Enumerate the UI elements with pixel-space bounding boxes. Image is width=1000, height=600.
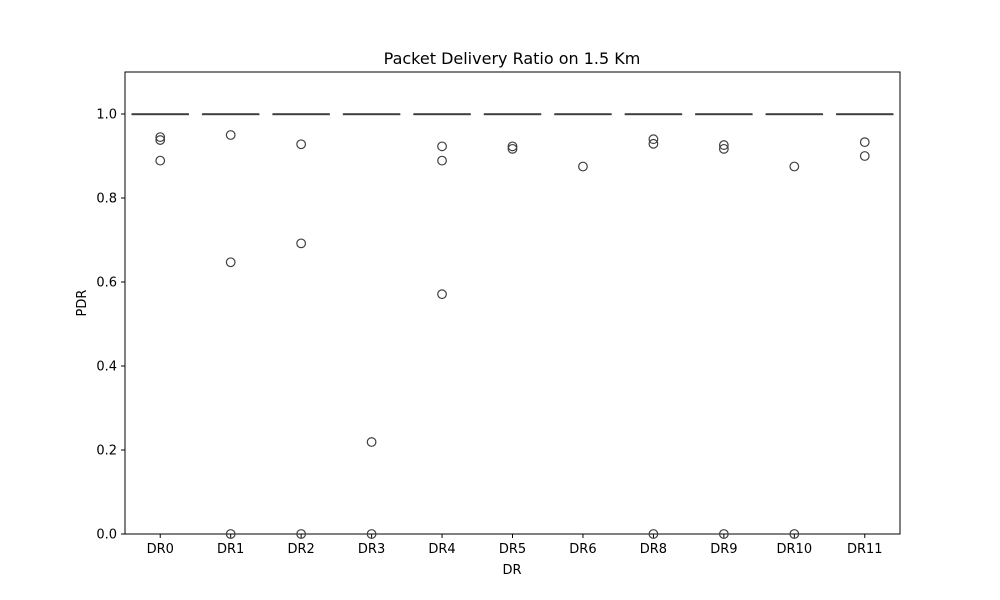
x-tick-label: DR1 (217, 542, 244, 557)
outlier-point (648, 529, 659, 539)
outlier-point (155, 155, 166, 166)
plot-area: 0.0 0.2 0.4 0.6 0.8 1.0 DR0 DR1 DR2 DR3 DR4 DR5 DR6 D… (96, 71, 901, 557)
box-dr1 (201, 113, 260, 539)
outlier-point (718, 143, 729, 154)
outlier-point (578, 161, 588, 172)
y-axis-label: PDR (75, 290, 90, 317)
outlier-point (859, 137, 870, 148)
outlier-point (155, 135, 166, 145)
x-tick-label: DR11 (847, 542, 883, 557)
x-tick-label: DR9 (710, 542, 737, 557)
y-tick-label: 0.2 (96, 444, 117, 459)
y-tick-label: 0.0 (96, 528, 117, 543)
box-dr5 (483, 113, 542, 154)
outlier-point (366, 437, 377, 447)
box-dr6 (554, 113, 612, 172)
outlier-point (225, 257, 236, 268)
x-tick-label: DR2 (287, 542, 314, 557)
outlier-point (718, 140, 729, 150)
outlier-point (507, 143, 518, 154)
box-dr2 (272, 113, 330, 539)
box-dr11 (835, 113, 894, 161)
outlier-point (296, 529, 307, 539)
chart-title: Packet Delivery Ratio on 1.5 Km (384, 49, 641, 68)
x-tick-label: DR0 (147, 542, 174, 557)
outlier-point (648, 138, 659, 149)
outlier-point (718, 529, 729, 539)
outlier-point (507, 141, 518, 152)
x-axis-label: DR (502, 563, 521, 578)
y-tick-label: 0.6 (96, 276, 117, 291)
outlier-point (225, 130, 236, 140)
x-tick-label: DR4 (428, 542, 455, 557)
outlier-point (648, 134, 659, 145)
axes-frame (124, 71, 901, 535)
outlier-point (859, 151, 870, 161)
outlier-point (225, 529, 236, 539)
box-dr0 (131, 113, 190, 166)
outlier-point (437, 141, 447, 152)
box-dr3 (342, 113, 401, 539)
outlier-point (437, 155, 447, 166)
outlier-point (155, 132, 166, 143)
x-tick-label: DR5 (499, 542, 526, 557)
box-dr8 (624, 113, 683, 539)
x-tick-label: DR8 (640, 542, 667, 557)
y-tick-label: 1.0 (96, 108, 117, 123)
y-tick-label: 0.8 (96, 192, 117, 207)
outlier-point (296, 238, 307, 249)
outlier-point (437, 289, 447, 300)
outlier-point (296, 139, 307, 150)
x-tick-label: DR6 (569, 542, 596, 557)
outlier-point (789, 529, 800, 539)
x-tick-label: DR10 (777, 542, 813, 557)
box-dr9 (695, 113, 753, 539)
x-tick-label: DR3 (358, 542, 385, 557)
outlier-point (789, 161, 800, 172)
box-dr4 (413, 113, 471, 300)
outlier-point (366, 529, 377, 539)
box-dr10 (765, 113, 824, 539)
y-tick-label: 0.4 (96, 360, 117, 375)
